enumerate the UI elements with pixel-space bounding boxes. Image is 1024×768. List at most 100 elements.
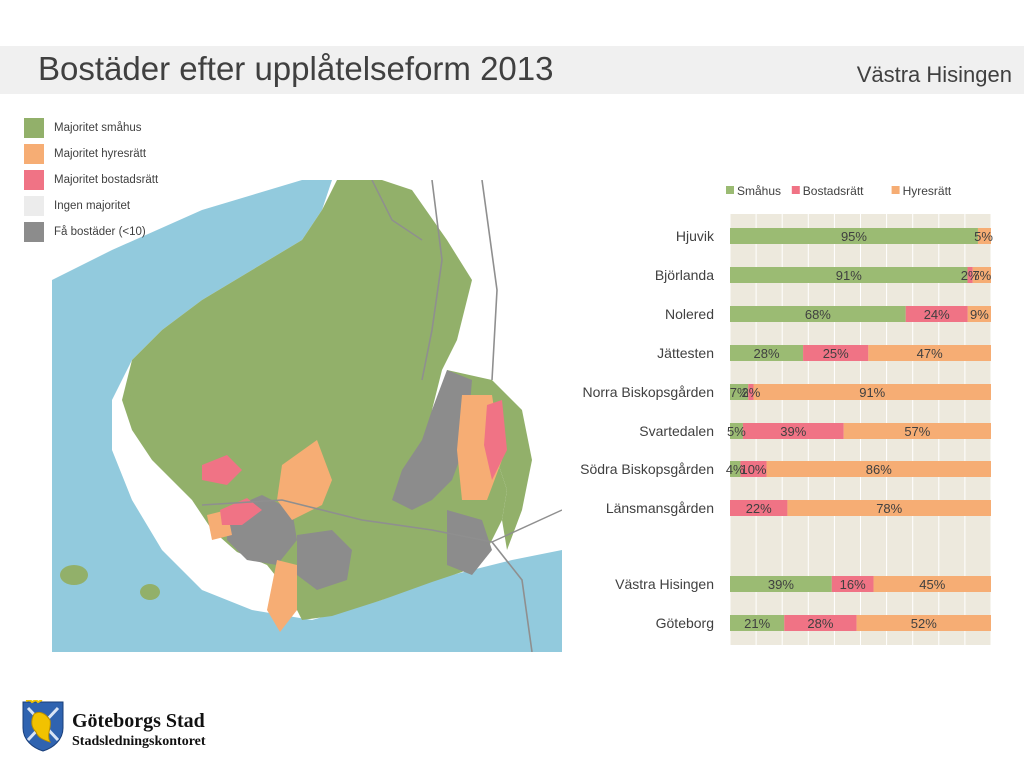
bar-segment-hyresrätt xyxy=(843,423,991,439)
category-label: Norra Biskopsgården xyxy=(582,384,714,400)
map-area-pink xyxy=(484,400,507,480)
legend-label: Majoritet hyresrätt xyxy=(54,148,147,160)
bar-segment-småhus xyxy=(730,306,906,322)
bar-value-label: 28% xyxy=(754,346,780,361)
bar-segment-småhus xyxy=(730,423,743,439)
legend-item-ingen: Ingen majoritet xyxy=(24,193,158,219)
map-area-grey xyxy=(447,510,492,575)
legend-item-hyresratt: Majoritet hyresrätt xyxy=(24,141,158,167)
map-road xyxy=(491,509,562,543)
bar-segment-hyresrätt xyxy=(967,306,991,322)
category-label: Göteborg xyxy=(656,615,714,631)
bar-value-label: 2% xyxy=(961,268,980,283)
bar-segment-hyresrätt xyxy=(753,384,991,400)
bar-value-label: 68% xyxy=(805,307,831,322)
legend-label: Ingen majoritet xyxy=(54,200,131,212)
bar-segment-bostadsrätt xyxy=(967,267,973,283)
bar-segment-bostadsrätt xyxy=(740,461,767,477)
bar-value-label: 86% xyxy=(866,462,892,477)
brand: Göteborgs Stad Stadsledningskontoret xyxy=(72,710,206,750)
legend-label: Majoritet småhus xyxy=(54,122,142,134)
map-water-area xyxy=(52,180,562,652)
bar-segment-småhus xyxy=(730,576,832,592)
bar-segment-hyresrätt xyxy=(787,500,991,516)
department-name: Stadsledningskontoret xyxy=(72,734,206,749)
map-island xyxy=(168,344,192,360)
bar-segment-bostadsrätt xyxy=(730,500,788,516)
bar-value-label: 22% xyxy=(746,501,772,516)
bar-segment-hyresrätt xyxy=(873,576,991,592)
bar-value-label: 21% xyxy=(744,616,770,631)
bar-value-label: 5% xyxy=(727,424,746,439)
map-road xyxy=(201,499,493,543)
bar-segment-hyresrätt xyxy=(766,461,991,477)
bar-segment-bostadsrätt xyxy=(742,423,844,439)
legend-swatch xyxy=(24,222,44,242)
legend-label: Majoritet bostadsrätt xyxy=(54,174,159,186)
map-area-orange xyxy=(267,560,297,632)
legend-label-hyresrätt: Hyresrätt xyxy=(903,184,952,198)
bar-value-label: 39% xyxy=(768,577,794,592)
bar-segment-småhus xyxy=(730,345,804,361)
bar-value-label: 4% xyxy=(726,462,745,477)
legend-swatch-småhus xyxy=(726,186,734,194)
goteborg-lion-logo xyxy=(22,700,64,752)
bar-segment-småhus xyxy=(730,384,749,400)
org-name: Göteborgs Stad xyxy=(72,710,205,732)
bar-value-label: 78% xyxy=(876,501,902,516)
map-road xyxy=(481,180,498,381)
bar-value-label: 7% xyxy=(730,385,749,400)
bar-segment-småhus xyxy=(730,461,741,477)
bar-segment-bostadsrätt xyxy=(831,576,874,592)
category-label: Jättesten xyxy=(657,345,714,361)
bar-value-label: 9% xyxy=(970,307,989,322)
category-label: Svartedalen xyxy=(639,423,714,439)
legend-swatch-hyresrätt xyxy=(891,186,900,194)
map-area-pink xyxy=(202,455,242,485)
bar-value-label: 57% xyxy=(904,424,930,439)
bar-segment-bostadsrätt xyxy=(803,345,869,361)
bar-value-label: 47% xyxy=(917,346,943,361)
map-island xyxy=(140,584,160,600)
bar-value-label: 5% xyxy=(974,229,993,244)
bar-value-label: 2% xyxy=(741,385,760,400)
bar-segment-bostadsrätt xyxy=(905,306,968,322)
bar-segment-småhus xyxy=(730,615,785,631)
bar-value-label: 45% xyxy=(919,577,945,592)
map-area-orange xyxy=(277,440,332,520)
map-land-green xyxy=(122,180,507,620)
map-road xyxy=(371,180,423,241)
bar-segment-bostadsrätt xyxy=(748,384,754,400)
bar-value-label: 10% xyxy=(740,462,766,477)
bar-value-label: 25% xyxy=(823,346,849,361)
legend-swatch xyxy=(24,196,44,216)
category-label: Nolered xyxy=(665,306,714,322)
map-legend: Majoritet småhus Majoritet hyresrätt Maj… xyxy=(24,115,158,245)
bar-segment-hyresrätt xyxy=(977,228,991,244)
legend-swatch-bostadsrätt xyxy=(791,186,800,194)
bar-segment-hyresrätt xyxy=(972,267,991,283)
legend-label-bostadsrätt: Bostadsrätt xyxy=(803,184,864,198)
map-island xyxy=(228,321,256,339)
category-label: Hjuvik xyxy=(676,228,715,244)
category-label: Södra Biskopsgården xyxy=(580,461,714,477)
bar-segment-hyresrätt xyxy=(856,615,991,631)
tenure-bar-chart: Småhus Bostadsrätt Hyresrätt Hjuvik 95% 5% Bjö… xyxy=(580,184,993,645)
legend-swatch xyxy=(24,144,44,164)
bar-value-label: 91% xyxy=(859,385,885,400)
housing-map xyxy=(52,180,562,652)
map-area-grey xyxy=(297,530,352,590)
map-road xyxy=(491,541,533,652)
legend-item-bostadsratt: Majoritet bostadsrätt xyxy=(24,167,158,193)
map-road xyxy=(421,180,443,381)
bar-segment-bostadsrätt xyxy=(784,615,857,631)
category-label: Länsmansgården xyxy=(606,500,714,516)
legend-label-småhus: Småhus xyxy=(737,184,781,198)
bar-value-label: 91% xyxy=(836,268,862,283)
bar-value-label: 95% xyxy=(841,229,867,244)
bar-value-label: 52% xyxy=(911,616,937,631)
bar-value-label: 24% xyxy=(924,307,950,322)
page-title: Bostäder efter upplåtelseform 2013 xyxy=(38,50,554,87)
title-band xyxy=(0,46,1024,94)
bar-value-label: 16% xyxy=(840,577,866,592)
